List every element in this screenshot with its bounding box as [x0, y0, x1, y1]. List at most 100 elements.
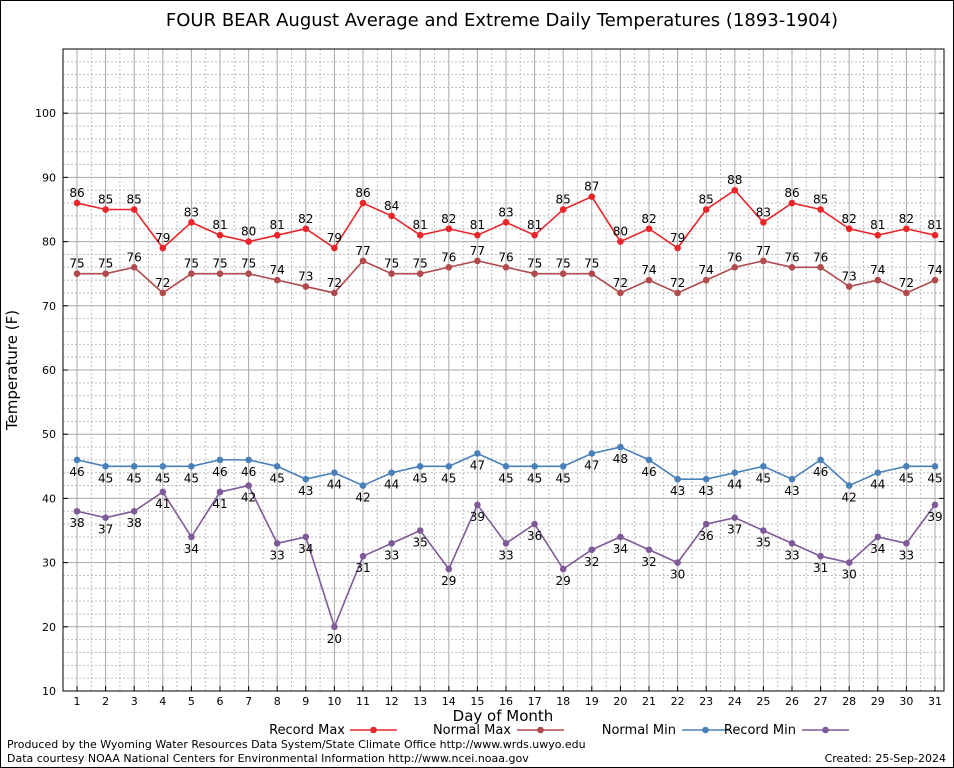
record-min-point — [531, 520, 538, 528]
x-tick-label: 12 — [385, 695, 399, 708]
record-max-point — [159, 244, 167, 252]
normal-min-data-label: 45 — [155, 471, 170, 485]
x-tick-label: 18 — [556, 695, 570, 708]
record-min-point — [731, 514, 739, 521]
normal-max-point — [645, 276, 653, 284]
x-tick-label: 24 — [728, 695, 742, 708]
normal-min-point — [474, 450, 481, 457]
normal-max-data-label: 75 — [212, 257, 227, 271]
record-max-point — [445, 225, 453, 233]
normal-max-point — [388, 270, 395, 278]
record-min-data-label: 32 — [584, 555, 599, 569]
normal-max-data-label: 75 — [527, 257, 542, 271]
record-min-data-label: 41 — [155, 497, 170, 511]
record-min-data-label: 39 — [927, 510, 942, 524]
record-max-point — [760, 219, 767, 226]
x-axis-label: Day of Month — [453, 707, 554, 725]
normal-max-data-label: 76 — [498, 250, 513, 264]
record-max-point — [702, 206, 710, 213]
record-max-point — [102, 206, 109, 213]
x-tick-label: 19 — [585, 695, 599, 708]
normal-min-point — [731, 469, 739, 477]
x-tick-label: 5 — [188, 695, 195, 708]
x-tick-label: 1 — [74, 695, 81, 708]
record-min-point — [388, 540, 395, 547]
series-group: 86 85 85 79 83 81 80 81 82 79 86 84 81 82 81 83 81 85 87 80… — [69, 173, 942, 646]
normal-min-point — [273, 463, 281, 470]
normal-max-point — [588, 270, 596, 278]
record-min-data-label: 29 — [556, 574, 571, 588]
record-min-point — [845, 559, 853, 566]
record-max-point — [531, 231, 538, 239]
normal-min-data-label: 45 — [127, 471, 142, 485]
record-min-data-label: 33 — [784, 548, 799, 562]
chart-title: FOUR BEAR August Average and Extreme Dai… — [166, 10, 838, 31]
record-min-point — [903, 540, 910, 547]
normal-min-point — [702, 475, 710, 483]
normal-min-data-label: 45 — [527, 471, 542, 485]
normal-max-point — [331, 289, 338, 297]
normal-max-point — [931, 276, 939, 284]
record-min-point — [331, 623, 338, 631]
record-min-point — [702, 520, 710, 528]
record-min-point — [130, 507, 138, 515]
normal-max-point — [903, 289, 910, 297]
record-max-data-label: 85 — [556, 193, 571, 207]
x-tick-label: 11 — [356, 695, 370, 708]
x-tick-label: 29 — [871, 695, 885, 708]
normal-min-data-label: 42 — [355, 491, 370, 505]
normal-min-data-label: 46 — [241, 465, 256, 479]
normal-min-point — [645, 456, 653, 464]
y-tick-label: 80 — [42, 236, 56, 249]
x-tick-label: 31 — [928, 695, 942, 708]
record-min-point — [474, 501, 481, 509]
record-min-data-label: 39 — [470, 510, 485, 524]
record-min-point — [359, 552, 367, 560]
footer-created-date: Created: 25-Sep-2024 — [824, 752, 946, 765]
normal-max-data-label: 75 — [584, 257, 599, 271]
normal-min-data-label: 47 — [470, 458, 485, 472]
x-tick-label: 10 — [327, 695, 341, 708]
footer-produced-by: Produced by the Wyoming Water Resources … — [7, 738, 586, 751]
normal-min-point — [931, 463, 939, 470]
record-max-data-label: 82 — [298, 212, 313, 226]
legend-marker-record-min — [822, 726, 829, 734]
record-max-point — [817, 206, 824, 213]
record-min-point — [502, 540, 510, 547]
x-tick-label: 23 — [699, 695, 713, 708]
x-tick-label: 14 — [442, 695, 456, 708]
normal-min-point — [216, 456, 224, 464]
record-max-data-label: 86 — [69, 186, 84, 200]
y-tick-label: 40 — [42, 492, 56, 505]
normal-min-point — [760, 463, 767, 470]
x-tick-label: 8 — [274, 695, 281, 708]
normal-max-data-label: 72 — [155, 276, 170, 290]
normal-min-point — [445, 463, 453, 470]
normal-max-data-label: 75 — [98, 257, 113, 271]
record-min-data-label: 29 — [441, 574, 456, 588]
normal-min-data-label: 45 — [899, 471, 914, 485]
normal-max-point — [702, 276, 710, 284]
record-min-point — [817, 552, 824, 560]
normal-min-data-label: 44 — [327, 478, 342, 492]
record-min-point — [788, 540, 796, 547]
normal-max-point — [760, 257, 767, 265]
legend-label-normal-max: Normal Max — [433, 723, 511, 738]
record-min-data-label: 20 — [327, 632, 342, 646]
record-max-point — [188, 219, 195, 226]
record-min-point — [188, 533, 195, 541]
record-max-point — [416, 231, 424, 239]
record-max-point — [331, 244, 338, 252]
normal-max-data-label: 77 — [470, 244, 485, 258]
x-tick-label: 22 — [671, 695, 685, 708]
normal-min-data-label: 45 — [498, 471, 513, 485]
normal-max-point — [245, 270, 252, 278]
legend-marker-normal-min — [702, 726, 709, 734]
normal-max-data-label: 74 — [870, 263, 885, 277]
record-max-series: 86 85 85 79 83 81 80 81 82 79 86 84 81 82 81 83 81 85 87 80… — [69, 173, 943, 252]
y-axis-ticks: 10 20 30 40 50 60 70 80 90 100 — [35, 107, 944, 698]
normal-max-point — [416, 270, 424, 278]
legend: Record Max Normal Max Normal Min Record Min — [269, 723, 849, 738]
record-min-data-label: 36 — [699, 529, 714, 543]
